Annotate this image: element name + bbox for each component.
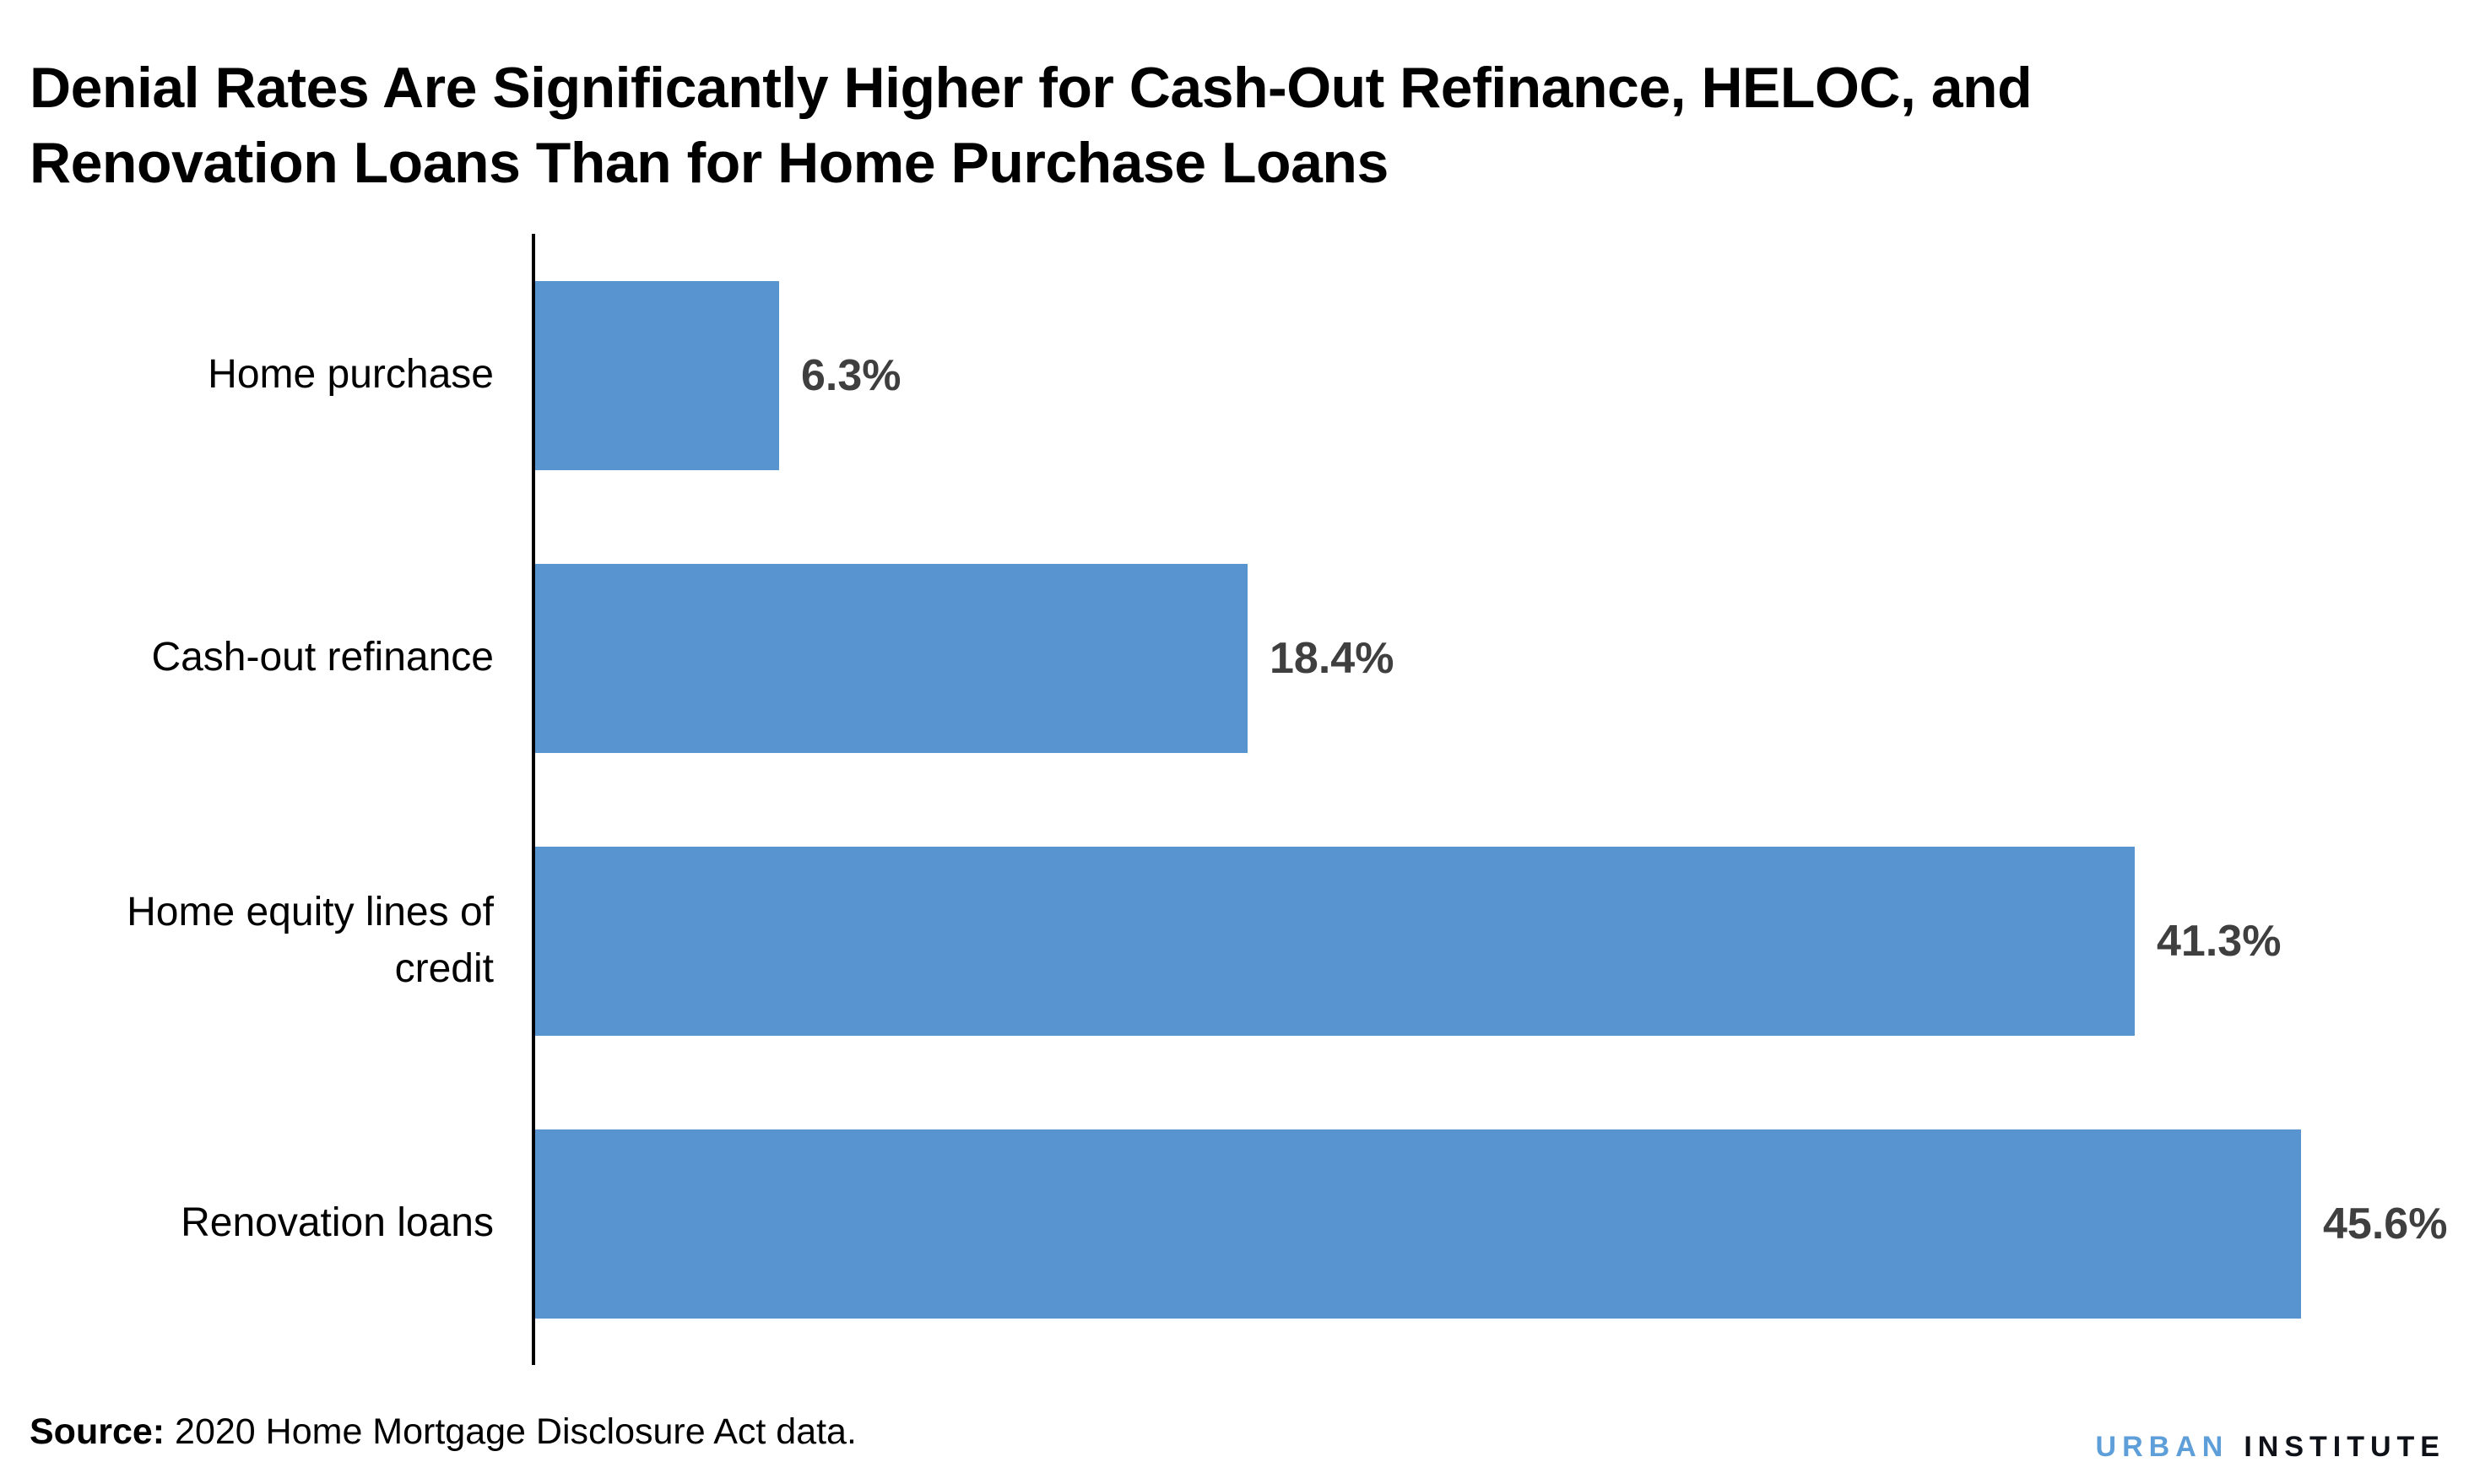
bar — [535, 1129, 2301, 1319]
logo-urban: URBAN — [2095, 1431, 2229, 1463]
value-label: 45.6% — [2323, 1199, 2448, 1248]
chart-title-line-1: Denial Rates Are Significantly Higher fo… — [30, 55, 2033, 120]
bar — [535, 280, 779, 470]
value-label: 41.3% — [2157, 916, 2282, 966]
source-note: Source: 2020 Home Mortgage Disclosure Ac… — [30, 1411, 857, 1453]
source-label: Source: — [30, 1411, 165, 1452]
value-label: 18.4% — [1270, 633, 1394, 683]
logo-institute: INSTITUTE — [2244, 1431, 2445, 1463]
bar — [535, 846, 2135, 1036]
bar — [535, 563, 1248, 753]
category-label: Cash-out refinance — [151, 635, 494, 680]
category-label: Renovation loans — [181, 1200, 494, 1246]
category-label: Home purchase — [208, 352, 494, 398]
urban-institute-logo: URBAN INSTITUTE — [2096, 1431, 2445, 1464]
chart-title-line-2: Renovation Loans Than for Home Purchase … — [30, 131, 1389, 196]
y-axis-line — [532, 234, 535, 1365]
source-text: 2020 Home Mortgage Disclosure Act data. — [165, 1411, 857, 1452]
category-label: Home equity lines of credit — [127, 890, 494, 991]
chart-title: Denial Rates Are Significantly Higher fo… — [30, 51, 2033, 203]
value-label: 6.3% — [801, 350, 902, 400]
